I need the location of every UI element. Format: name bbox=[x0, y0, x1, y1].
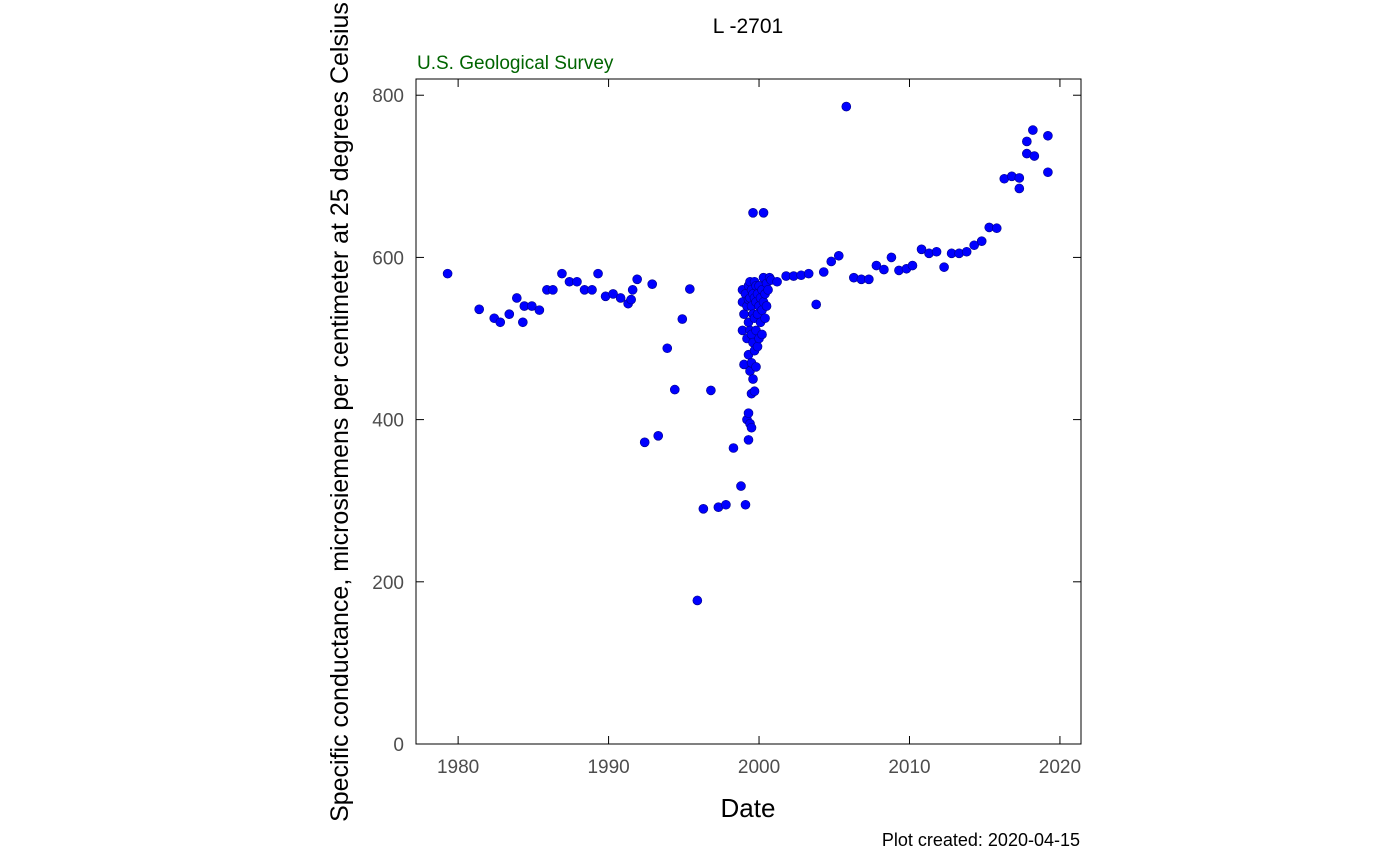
data-point bbox=[1014, 173, 1025, 183]
data-point bbox=[907, 260, 918, 271]
data-point bbox=[442, 268, 453, 279]
data-point bbox=[1022, 136, 1032, 147]
data-point bbox=[811, 299, 822, 310]
data-point bbox=[534, 305, 545, 315]
data-point bbox=[527, 301, 537, 311]
data-point bbox=[518, 317, 528, 328]
data-point bbox=[758, 208, 769, 218]
data-point bbox=[587, 285, 597, 295]
y-axis: 0 200 400 600 800 bbox=[372, 86, 1081, 756]
data-point bbox=[632, 274, 642, 285]
data-point bbox=[916, 244, 927, 255]
data-point bbox=[976, 236, 987, 246]
data-point bbox=[572, 276, 582, 287]
data-point bbox=[728, 443, 739, 453]
data-point bbox=[743, 408, 754, 418]
y-axis-label: Specific conductance, microsiemens per c… bbox=[326, 2, 354, 822]
data-point bbox=[760, 313, 770, 324]
data-point bbox=[1043, 167, 1053, 178]
data-point bbox=[698, 504, 709, 514]
data-point bbox=[736, 481, 746, 491]
data-point bbox=[721, 499, 731, 510]
data-point bbox=[939, 262, 949, 272]
x-tick-label: 2010 bbox=[888, 757, 930, 778]
data-point bbox=[763, 285, 773, 295]
data-point bbox=[818, 267, 829, 277]
data-point bbox=[746, 422, 757, 433]
data-point bbox=[1029, 151, 1040, 161]
data-point bbox=[871, 260, 882, 271]
data-point bbox=[662, 343, 673, 354]
data-point bbox=[692, 595, 703, 606]
data-point bbox=[739, 309, 749, 319]
x-tick-label: 1990 bbox=[587, 757, 629, 778]
data-point bbox=[706, 385, 716, 396]
data-point bbox=[557, 268, 567, 279]
data-point bbox=[593, 268, 603, 279]
data-point bbox=[626, 294, 636, 305]
data-point bbox=[761, 301, 772, 311]
x-axis-label: Date bbox=[721, 793, 776, 823]
data-point bbox=[748, 374, 758, 384]
plot-created-note: Plot created: 2020-04-15 bbox=[882, 830, 1080, 850]
data-point bbox=[615, 293, 626, 303]
y-tick-label: 0 bbox=[393, 735, 404, 756]
data-point bbox=[504, 309, 515, 319]
data-point bbox=[886, 252, 897, 263]
data-point bbox=[685, 284, 695, 294]
plot-area bbox=[415, 78, 1082, 745]
chart-title: L -2701 bbox=[713, 15, 783, 38]
x-tick-label: 2000 bbox=[738, 757, 780, 778]
agency-label: U.S. Geological Survey bbox=[417, 53, 614, 74]
x-tick-label: 1980 bbox=[437, 757, 479, 778]
data-point bbox=[627, 285, 638, 295]
x-tick-label: 2020 bbox=[1039, 757, 1081, 778]
data-point bbox=[1014, 183, 1025, 194]
data-point bbox=[749, 386, 760, 397]
data-point bbox=[608, 289, 618, 299]
data-point bbox=[969, 240, 979, 251]
y-tick-label: 400 bbox=[372, 411, 404, 432]
data-point bbox=[864, 274, 874, 285]
data-point bbox=[879, 264, 889, 275]
y-tick-label: 600 bbox=[372, 248, 404, 269]
data-point bbox=[772, 276, 782, 287]
data-point bbox=[1028, 125, 1038, 135]
data-point bbox=[669, 384, 680, 395]
data-point bbox=[743, 435, 754, 445]
data-point bbox=[757, 329, 767, 340]
data-point bbox=[751, 362, 761, 372]
y-tick-label: 200 bbox=[372, 573, 404, 594]
data-point bbox=[474, 304, 484, 315]
data-point bbox=[653, 431, 664, 441]
data-point bbox=[495, 317, 506, 328]
data-point bbox=[803, 268, 814, 279]
x-axis: 1980 1990 2000 2010 2020 bbox=[437, 79, 1081, 778]
data-point bbox=[1043, 130, 1053, 141]
data-point bbox=[748, 208, 758, 218]
data-point bbox=[740, 499, 751, 510]
data-point bbox=[841, 101, 852, 112]
data-point bbox=[833, 250, 844, 261]
data-point bbox=[677, 314, 688, 324]
y-tick-label: 800 bbox=[372, 86, 404, 107]
data-point bbox=[647, 279, 658, 289]
data-point bbox=[961, 246, 972, 257]
data-point bbox=[548, 285, 558, 295]
data-point bbox=[639, 437, 650, 448]
data-point bbox=[512, 293, 522, 303]
data-point bbox=[826, 256, 837, 267]
data-points bbox=[442, 101, 1053, 606]
data-point bbox=[931, 246, 942, 257]
data-point bbox=[991, 223, 1002, 234]
data-point bbox=[752, 341, 763, 352]
